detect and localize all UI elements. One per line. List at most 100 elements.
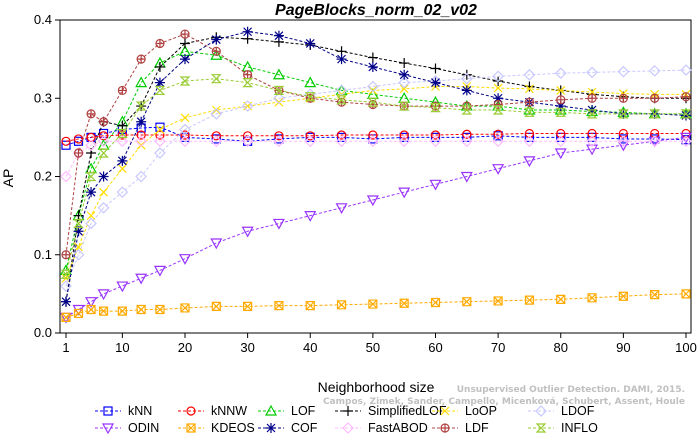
data-point-odin [304, 211, 317, 222]
data-point-ldf [98, 117, 109, 127]
data-point-loop [211, 105, 221, 115]
legend-marker-fastabod [342, 422, 354, 434]
data-point-simplifiedlof [179, 38, 190, 49]
data-point-knnw [336, 130, 347, 140]
data-point-inflo [461, 105, 473, 115]
data-point-ldof [210, 108, 223, 120]
legend-item-ldf: LDF [432, 421, 489, 434]
data-point-lof [241, 60, 254, 72]
data-point-fastabod [554, 135, 567, 148]
x-tick-label: 1 [62, 340, 69, 355]
legend-marker-odin [101, 423, 115, 434]
data-point-inflo [179, 76, 191, 86]
y-axis: 0.0 0.1 0.2 0.3 0.4 [34, 12, 60, 340]
data-point-kdeos [274, 301, 284, 311]
legend-item-knn: kNN [95, 404, 152, 418]
x-axis: 1 10 20 30 40 50 60 70 80 90 100 [62, 333, 697, 355]
data-point-fastabod [492, 135, 504, 148]
data-point-loop [99, 187, 109, 197]
data-point-inflo [85, 171, 97, 182]
data-point-knnw [117, 130, 127, 140]
data-point-fastabod [116, 135, 129, 148]
data-point-knnw [305, 131, 315, 141]
data-point-fastabod [154, 135, 166, 148]
data-point-cof [681, 110, 691, 121]
data-point-simplifiedlof [430, 63, 441, 74]
data-point-ldof [241, 100, 254, 112]
legend-item-kdeos: KDEOS [178, 421, 255, 434]
legend-marker-inflo [535, 423, 547, 433]
data-point-knnw [493, 129, 503, 139]
data-point-inflo [398, 101, 410, 111]
data-point-knnw [368, 130, 378, 140]
data-point-odin [210, 238, 223, 250]
data-point-ldof [97, 201, 110, 214]
data-point-odin [135, 273, 148, 285]
data-point-odin [85, 297, 98, 308]
data-point-loop [493, 83, 503, 93]
data-point-knnw [61, 136, 71, 146]
data-point-odin [554, 148, 567, 160]
legend-marker-ldof [535, 405, 547, 417]
legend-item-loop: LoOP [432, 404, 497, 418]
data-point-odin [523, 156, 536, 168]
data-point-knn [211, 134, 221, 144]
x-tick-label: 10 [115, 340, 129, 355]
legend-label-lof: LOF [291, 404, 316, 418]
x-tick-label: 50 [366, 340, 380, 355]
data-point-odin [586, 144, 599, 156]
data-point-ldf [650, 93, 660, 103]
data-point-kdeos [243, 301, 253, 311]
series-line-knnw [65, 132, 686, 142]
data-point-inflo [73, 218, 84, 229]
data-point-knnw [155, 130, 165, 140]
series-inflo [60, 74, 692, 279]
x-tick-label: 40 [303, 340, 317, 355]
series-line-fastabod [65, 140, 686, 177]
data-point-odin [460, 171, 473, 183]
data-point-cof [211, 34, 222, 45]
data-point-ldof [72, 248, 85, 261]
data-point-inflo [98, 148, 110, 158]
data-point-cof [61, 296, 71, 307]
data-point-cof [154, 77, 165, 88]
data-point-ldof [85, 217, 97, 230]
data-point-cof [555, 101, 566, 112]
data-point-fastabod [135, 135, 148, 148]
data-point-ldof [554, 67, 567, 80]
data-point-fastabod [210, 135, 223, 148]
data-point-loop [86, 211, 96, 221]
data-point-simplifiedlof [524, 81, 535, 92]
data-point-fastabod [680, 135, 692, 148]
data-point-odin [97, 289, 110, 301]
data-point-cof [336, 54, 347, 65]
data-point-loop [155, 125, 165, 134]
data-point-inflo [649, 109, 661, 119]
data-point-ldof [398, 76, 411, 89]
data-point-inflo [555, 107, 567, 117]
data-point-odin [398, 187, 411, 199]
data-point-loop [618, 89, 628, 98]
data-point-ldof [116, 186, 129, 198]
legend-marker-ldf [440, 423, 450, 433]
data-point-kdeos [587, 293, 597, 303]
data-point-knnw [587, 128, 597, 139]
data-point-fastabod [304, 135, 317, 148]
data-point-ldof [617, 65, 630, 78]
data-point-ldf [681, 92, 691, 102]
data-point-ldf [180, 29, 190, 39]
data-point-knnw [524, 128, 535, 139]
legend-marker-kdeos [186, 423, 196, 433]
data-point-ldf [618, 93, 628, 103]
data-point-simplifiedlof [399, 58, 410, 69]
data-point-cof [98, 171, 109, 182]
legend-item-simplifiedlof: SimplifiedLOF [335, 404, 447, 418]
data-point-fastabod [523, 135, 536, 148]
data-point-lof [135, 76, 148, 88]
data-point-fastabod [335, 135, 348, 148]
data-point-kdeos [336, 300, 347, 310]
chart-title: PageBlocks_norm_02_v02 [275, 2, 477, 19]
data-point-kdeos [493, 296, 503, 306]
data-point-kdeos [155, 304, 165, 315]
data-point-kdeos [305, 301, 315, 311]
